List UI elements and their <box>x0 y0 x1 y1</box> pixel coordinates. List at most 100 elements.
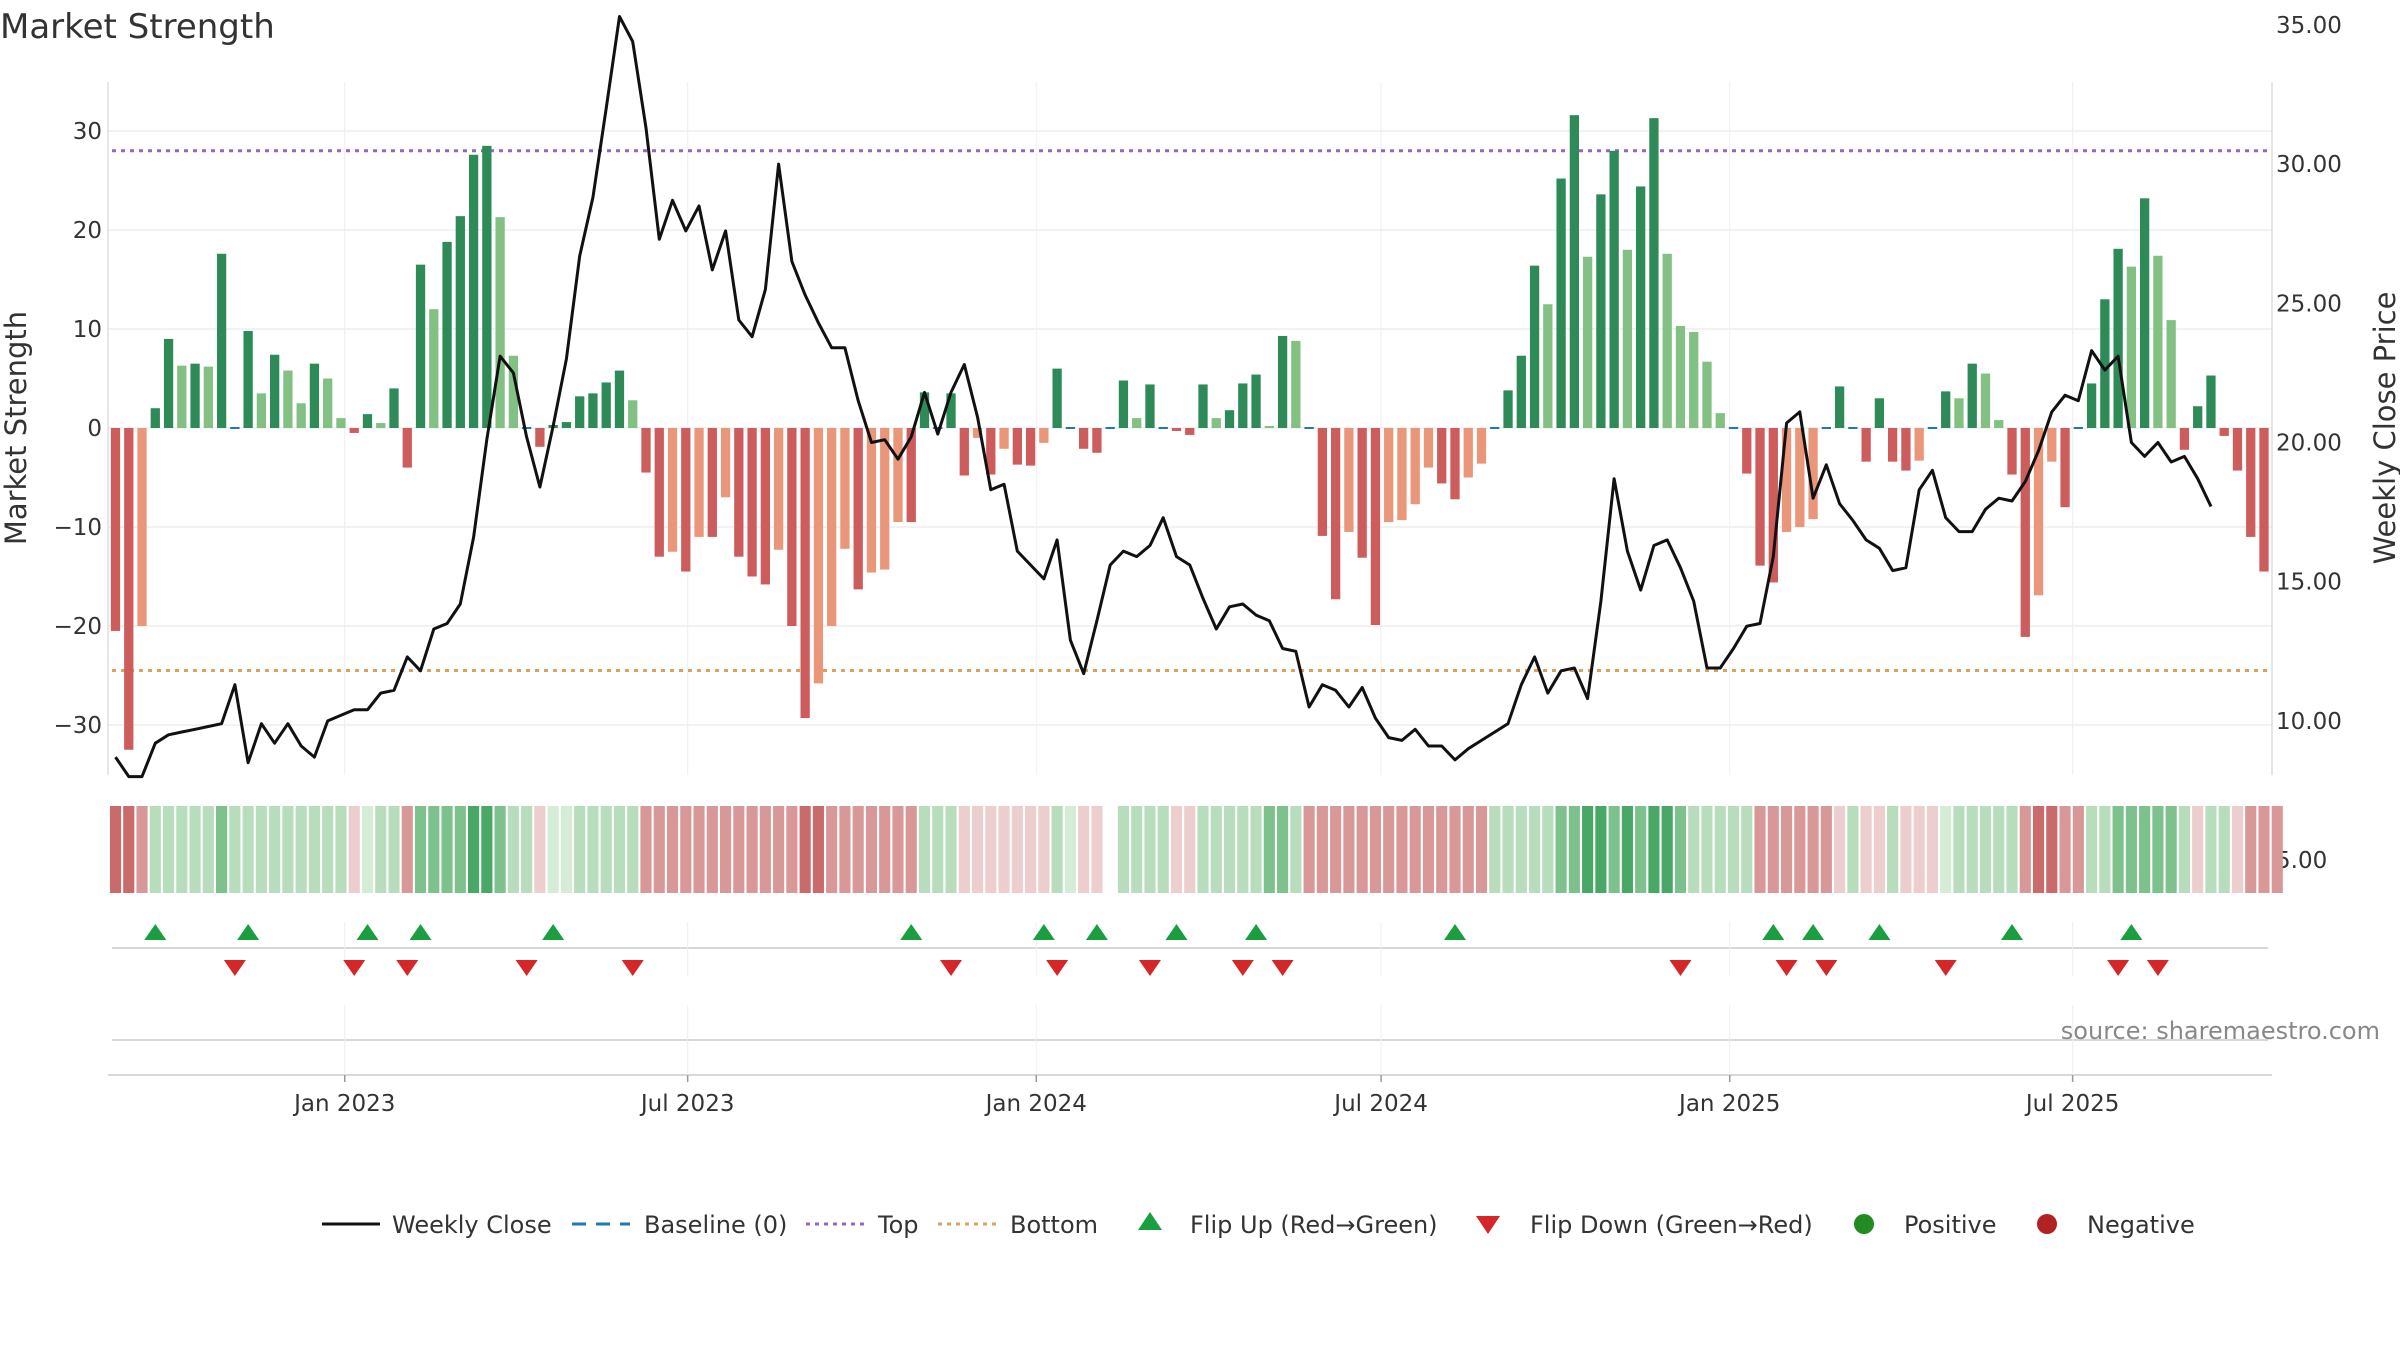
strip-cell-126 <box>1780 806 1793 893</box>
flip-down-marker-0 <box>223 960 246 976</box>
legend-swatch-7 <box>2037 1214 2057 1234</box>
strength-bar-13 <box>283 370 293 428</box>
strip-cell-143 <box>2006 806 2018 893</box>
strip-cell-6 <box>189 806 201 893</box>
strip-cell-14 <box>295 806 307 893</box>
strip-cell-40 <box>640 806 652 893</box>
flip-down-marker-11 <box>1775 960 1798 976</box>
strip-cell-104 <box>1489 806 1501 893</box>
strip-cell-13 <box>282 806 294 893</box>
strip-cell-94 <box>1356 806 1368 893</box>
strip-cell-64 <box>958 806 970 893</box>
strip-cell-135 <box>1900 806 1912 893</box>
strength-bar-70 <box>1039 428 1049 443</box>
right-tick-label-3: 20.00 <box>2276 431 2342 457</box>
strength-bar-143 <box>2007 428 2017 475</box>
flip-markers-panel <box>112 922 2268 976</box>
strip-cell-24 <box>428 806 440 893</box>
strength-bar-88 <box>1277 335 1288 428</box>
strip-cell-140 <box>1966 806 1978 893</box>
strength-bar-67 <box>999 428 1009 449</box>
strength-bar-37 <box>601 382 611 428</box>
strip-cell-147 <box>2059 806 2071 893</box>
flip-down-marker-2 <box>396 960 419 976</box>
strength-bar-158 <box>2206 375 2216 428</box>
strength-bar-8 <box>216 253 227 428</box>
strip-cell-9 <box>229 806 241 893</box>
x-tick-label-0: Jan 2023 <box>292 1091 395 1117</box>
strength-bar-161 <box>2246 428 2256 537</box>
strength-bar-85 <box>1238 383 1248 428</box>
strength-bar-102 <box>1463 428 1473 478</box>
strip-cell-83 <box>1210 806 1222 893</box>
strip-cell-56 <box>852 806 864 893</box>
strength-bar-103 <box>1476 428 1487 464</box>
strip-cell-150 <box>2099 806 2111 893</box>
flip-up-marker-2 <box>356 924 379 940</box>
strip-cell-111 <box>1582 806 1594 893</box>
strip-cell-99 <box>1422 806 1435 893</box>
strip-cell-91 <box>1316 806 1328 893</box>
strip-cell-130 <box>1834 806 1846 893</box>
x-tick-label-3: Jul 2024 <box>1332 1091 1428 1117</box>
strength-bar-105 <box>1503 390 1513 428</box>
strip-cell-156 <box>2178 806 2190 893</box>
strip-cell-21 <box>388 806 400 893</box>
strength-heat-strip <box>109 806 2283 893</box>
strip-cell-25 <box>441 806 453 893</box>
weekly-close-line <box>114 15 2213 779</box>
x-tick-label-1: Jul 2023 <box>639 1091 735 1117</box>
strength-bar-53 <box>813 428 824 684</box>
strip-cell-67 <box>998 806 1010 893</box>
strip-cell-60 <box>905 806 917 893</box>
strip-cell-10 <box>242 806 254 893</box>
strength-bar-110 <box>1569 115 1579 428</box>
strength-bar-130 <box>1834 386 1845 428</box>
flip-up-marker-8 <box>1165 924 1188 940</box>
strength-bar-115 <box>1636 186 1646 428</box>
flip-up-marker-0 <box>144 924 167 940</box>
strength-bar-4 <box>163 338 174 428</box>
strength-bar-159 <box>2219 428 2229 436</box>
strip-cell-37 <box>600 806 612 893</box>
strength-bar-14 <box>296 403 306 428</box>
legend-label-4: Flip Up (Red→Green) <box>1190 1211 1438 1239</box>
strip-cell-26 <box>454 806 466 893</box>
legend-label-5: Flip Down (Green→Red) <box>1530 1211 1813 1239</box>
strength-bar-89 <box>1291 340 1301 428</box>
strength-bar-157 <box>2193 406 2203 428</box>
strength-bar-92 <box>1330 428 1341 600</box>
flip-up-marker-10 <box>1443 924 1466 940</box>
flip-down-marker-7 <box>1138 960 1161 976</box>
flip-up-marker-13 <box>1868 924 1891 940</box>
legend-label-0: Weekly Close <box>392 1211 552 1239</box>
strength-bar-12 <box>270 354 280 428</box>
strength-bar-0 <box>110 428 121 631</box>
strip-cell-103 <box>1475 806 1488 893</box>
strip-cell-61 <box>918 806 931 893</box>
strength-bar-111 <box>1582 256 1593 428</box>
strength-bar-135 <box>1901 428 1911 471</box>
strip-cell-95 <box>1369 806 1381 893</box>
strip-cell-113 <box>1608 806 1620 893</box>
strength-bar-56 <box>853 428 863 590</box>
strength-bar-5 <box>177 365 187 428</box>
flip-down-marker-8 <box>1231 960 1254 976</box>
strip-cell-87 <box>1263 806 1275 893</box>
strength-bar-45 <box>707 428 717 537</box>
strip-cell-120 <box>1701 806 1713 893</box>
flip-up-marker-11 <box>1762 924 1785 940</box>
strip-cell-141 <box>1979 806 1992 893</box>
strength-bar-140 <box>1967 363 1977 428</box>
strip-cell-118 <box>1674 806 1687 893</box>
left-tick-label-6: −30 <box>53 713 102 739</box>
strength-bar-95 <box>1370 428 1381 626</box>
strength-bar-25 <box>442 241 452 428</box>
flip-up-marker-3 <box>409 924 432 940</box>
strip-cell-163 <box>2271 806 2283 893</box>
right-y-ticks: 35.00 30.00 25.00 20.00 15.00 10.00 5.00 <box>2276 13 2342 874</box>
strength-bar-97 <box>1397 428 1407 521</box>
strip-cell-139 <box>1953 806 1965 893</box>
strength-bar-76 <box>1118 380 1129 428</box>
